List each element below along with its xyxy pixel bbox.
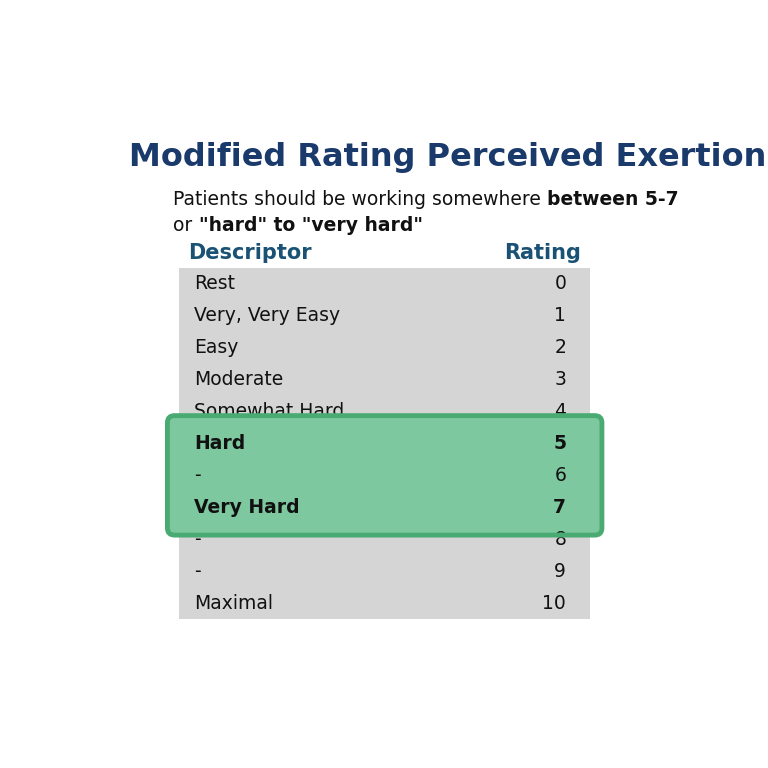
- Text: Descriptor: Descriptor: [188, 243, 312, 263]
- Text: Rest: Rest: [194, 274, 235, 293]
- Text: or: or: [174, 217, 199, 235]
- Text: Patients should be working somewhere: Patients should be working somewhere: [174, 190, 548, 209]
- Text: Moderate: Moderate: [194, 370, 283, 389]
- Text: 10: 10: [542, 594, 566, 613]
- Text: 6: 6: [554, 466, 566, 485]
- Text: 8: 8: [554, 530, 566, 548]
- Text: 1: 1: [554, 306, 566, 325]
- Text: Modified Rating Perceived Exertion Scale:: Modified Rating Perceived Exertion Scale…: [129, 142, 768, 174]
- Text: Hard: Hard: [194, 434, 246, 453]
- Text: Somewhat Hard: Somewhat Hard: [194, 402, 345, 421]
- FancyBboxPatch shape: [180, 268, 590, 619]
- Text: 2: 2: [554, 338, 566, 357]
- Text: -: -: [194, 530, 201, 548]
- Text: between 5-7: between 5-7: [548, 190, 679, 209]
- Text: 5: 5: [553, 434, 566, 453]
- Text: 7: 7: [553, 498, 566, 517]
- Text: Easy: Easy: [194, 338, 239, 357]
- Text: 4: 4: [554, 402, 566, 421]
- Text: 3: 3: [554, 370, 566, 389]
- Text: "hard" to "very hard": "hard" to "very hard": [199, 217, 422, 235]
- Text: -: -: [194, 561, 201, 581]
- Text: 9: 9: [554, 561, 566, 581]
- Text: -: -: [194, 466, 201, 485]
- Text: 0: 0: [554, 274, 566, 293]
- Text: Rating: Rating: [505, 243, 581, 263]
- Text: Very, Very Easy: Very, Very Easy: [194, 306, 340, 325]
- Text: Maximal: Maximal: [194, 594, 273, 613]
- FancyBboxPatch shape: [167, 415, 602, 535]
- Text: Very Hard: Very Hard: [194, 498, 300, 517]
